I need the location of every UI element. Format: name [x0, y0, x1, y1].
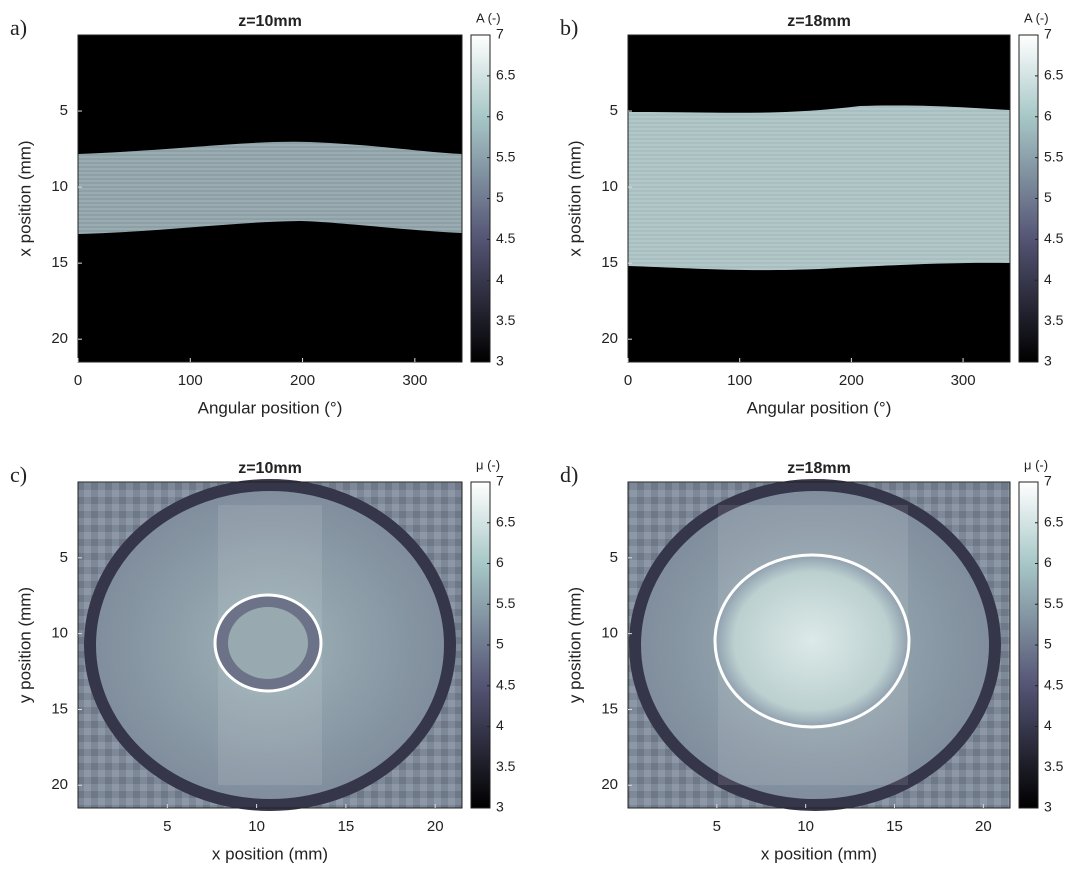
x-tick-label: 5	[713, 818, 721, 835]
colorbar-tick-label: 5	[496, 636, 504, 652]
x-tick-label: 15	[338, 818, 355, 835]
y-tick-label: 15	[51, 700, 68, 717]
colorbar-tick-label: 4	[1044, 717, 1052, 733]
y-tick-label: 10	[601, 625, 618, 642]
y-tick-label: 15	[601, 254, 618, 271]
y-axis-label: y position (mm)	[565, 587, 584, 703]
colorbar-tick-label: 6.5	[1044, 67, 1064, 83]
y-tick-label: 5	[610, 549, 618, 566]
colorbar-tick-label: 3.5	[1044, 758, 1064, 774]
x-tick-label: 20	[427, 818, 444, 835]
colorbar-tick-label: 6	[496, 107, 504, 123]
y-tick-label: 10	[601, 178, 618, 195]
x-tick-label: 0	[74, 372, 82, 389]
y-tick-label: 20	[51, 330, 68, 347]
colorbar-label: μ (-)	[476, 457, 500, 472]
x-axis-label: Angular position (°)	[198, 398, 343, 417]
x-axis-label: x position (mm)	[761, 844, 877, 863]
colorbar-label: μ (-)	[1024, 457, 1048, 472]
heatmap-image	[628, 35, 1010, 362]
colorbar-tick-label: 4.5	[496, 676, 516, 692]
colorbar-tick-label: 4.5	[1044, 230, 1064, 246]
colorbar-tick-label: 7	[1044, 473, 1052, 489]
y-tick-label: 20	[51, 776, 68, 793]
heatmap-image	[628, 479, 1010, 811]
colorbar-label: A (-)	[476, 10, 501, 25]
heatmap-image	[78, 35, 462, 362]
x-tick-label: 200	[839, 372, 864, 389]
colorbar-tick-label: 5.5	[496, 595, 516, 611]
y-tick-label: 20	[601, 776, 618, 793]
x-tick-label: 100	[727, 372, 752, 389]
colorbar-tick-label: 6	[1044, 107, 1052, 123]
heatmap-image	[78, 479, 462, 811]
y-axis-label: x position (mm)	[565, 140, 584, 256]
panel-label: d)	[560, 462, 578, 487]
plot-frame	[77, 481, 463, 809]
y-axis-label: x position (mm)	[15, 140, 34, 256]
y-tick-label: 10	[51, 178, 68, 195]
x-tick-label: 15	[886, 818, 903, 835]
colorbar-tick-label: 4.5	[1044, 676, 1064, 692]
y-tick-label: 5	[610, 102, 618, 119]
chart-title: z=18mm	[787, 13, 851, 30]
colorbar-tick-label: 7	[496, 26, 504, 42]
colorbar-tick-label: 7	[1044, 26, 1052, 42]
colorbar-tick-label: 4.5	[496, 230, 516, 246]
y-tick-label: 10	[51, 625, 68, 642]
x-axis-label: x position (mm)	[212, 844, 328, 863]
plot-frame	[77, 34, 463, 363]
x-tick-label: 5	[163, 818, 171, 835]
colorbar-tick-label: 6	[496, 554, 504, 570]
colorbar-tick-label: 3	[496, 353, 504, 369]
colorbar-tick-label: 6.5	[1044, 513, 1064, 529]
colorbar-tick-label: 7	[496, 473, 504, 489]
chart-title: z=10mm	[238, 460, 302, 477]
colorbar-tick-label: 3	[1044, 799, 1052, 815]
chart-title: z=18mm	[787, 460, 851, 477]
y-tick-label: 20	[601, 330, 618, 347]
colorbar-tick-label: 5	[1044, 636, 1052, 652]
x-tick-label: 10	[797, 818, 814, 835]
colorbar-tick-label: 5	[496, 189, 504, 205]
plot-frame	[627, 34, 1011, 363]
x-tick-label: 300	[951, 372, 976, 389]
y-tick-label: 5	[60, 102, 68, 119]
x-tick-label: 20	[975, 818, 992, 835]
x-axis-label: Angular position (°)	[747, 398, 892, 417]
colorbar-tick-label: 3.5	[496, 312, 516, 328]
y-tick-label: 5	[60, 549, 68, 566]
colorbar-tick-label: 6	[1044, 554, 1052, 570]
x-tick-label: 0	[624, 372, 632, 389]
colorbar-tick-label: 3.5	[496, 758, 516, 774]
x-tick-label: 10	[248, 818, 265, 835]
colorbar-tick-label: 5.5	[1044, 595, 1064, 611]
colorbar-tick-label: 6.5	[496, 513, 516, 529]
panel-label: c)	[10, 462, 27, 487]
y-tick-label: 15	[51, 254, 68, 271]
colorbar-tick-label: 5	[1044, 189, 1052, 205]
plot-frame	[627, 481, 1011, 809]
x-tick-label: 300	[402, 372, 427, 389]
panel-label: a)	[10, 15, 27, 40]
y-tick-label: 15	[601, 700, 618, 717]
colorbar-tick-label: 5.5	[1044, 148, 1064, 164]
y-axis-label: y position (mm)	[15, 587, 34, 703]
colorbar-tick-label: 3	[1044, 353, 1052, 369]
colorbar-tick-label: 4	[496, 271, 504, 287]
panel-label: b)	[560, 15, 578, 40]
colorbar-label: A (-)	[1024, 10, 1049, 25]
colorbar-tick-label: 3	[496, 799, 504, 815]
chart-title: z=10mm	[238, 13, 302, 30]
colorbar-tick-label: 4	[496, 717, 504, 733]
x-tick-label: 200	[290, 372, 315, 389]
colorbar-tick-label: 4	[1044, 271, 1052, 287]
colorbar-tick-label: 3.5	[1044, 312, 1064, 328]
x-tick-label: 100	[178, 372, 203, 389]
colorbar-tick-label: 5.5	[496, 148, 516, 164]
colorbar-tick-label: 6.5	[496, 67, 516, 83]
